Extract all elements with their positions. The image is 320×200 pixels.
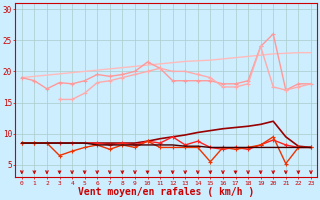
X-axis label: Vent moyen/en rafales ( km/h ): Vent moyen/en rafales ( km/h ) <box>78 187 254 197</box>
